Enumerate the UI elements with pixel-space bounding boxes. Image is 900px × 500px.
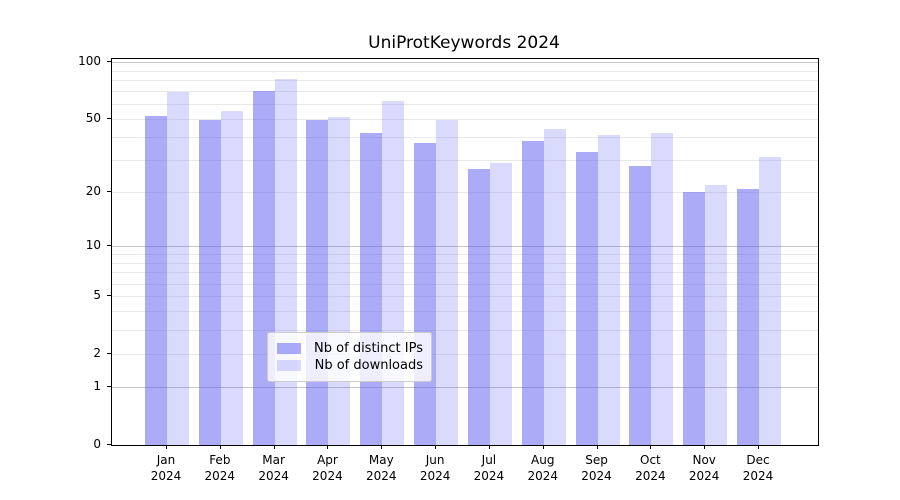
y-tick-label: 10: [85, 238, 101, 252]
x-tick-label: Nov 2024: [688, 453, 720, 484]
bar-distinct-ips: [467, 168, 490, 445]
bar-downloads: [382, 101, 405, 445]
x-tick-mark: [166, 445, 167, 449]
gridline-major: [112, 62, 818, 63]
x-tick-label: Oct 2024: [635, 453, 666, 484]
gridline-minor: [112, 136, 818, 138]
y-tick-mark: [107, 386, 111, 388]
x-tick-mark: [381, 445, 383, 449]
x-tick-label: Jan 2024: [150, 453, 182, 484]
x-tick-label: Mar 2024: [258, 453, 289, 484]
bar-distinct-ips: [683, 192, 706, 445]
bar-distinct-ips: [360, 132, 383, 445]
gridline-minor: [112, 253, 818, 255]
bar-distinct-ips: [575, 152, 598, 445]
x-tick-label: Jun 2024: [419, 453, 451, 484]
y-tick-label: 5: [93, 288, 101, 303]
gridline-minor: [112, 329, 818, 331]
y-tick-label: 1: [93, 379, 101, 394]
bar-distinct-ips: [198, 120, 221, 445]
bar-distinct-ips: [414, 143, 437, 445]
bar-downloads: [597, 134, 620, 445]
gridline-minor: [112, 80, 818, 82]
x-tick-label: Dec 2024: [742, 453, 774, 484]
bar-downloads: [274, 79, 297, 445]
bar-downloads: [759, 157, 782, 445]
x-tick-label: Aug 2024: [527, 453, 558, 484]
bar-distinct-ips: [521, 141, 544, 445]
bar-distinct-ips: [629, 165, 652, 445]
gridline-minor: [112, 160, 818, 162]
bar-downloads: [651, 132, 674, 445]
x-tick-mark: [435, 445, 437, 449]
bar-distinct-ips: [252, 91, 275, 445]
plot-area: [111, 58, 819, 446]
bar-downloads: [328, 117, 351, 445]
gridline-minor: [112, 283, 818, 285]
y-tick-label: 2: [93, 345, 101, 360]
y-tick-mark: [107, 444, 111, 445]
gridline-major: [112, 246, 818, 247]
y-tick-mark: [107, 245, 111, 246]
y-tick-mark: [107, 352, 111, 354]
x-tick-label: Feb 2024: [204, 453, 236, 484]
x-tick-mark: [327, 445, 329, 449]
bar-downloads: [489, 162, 512, 445]
legend-item-downloads: Nb of downloads: [277, 358, 423, 373]
gridline-minor: [112, 262, 818, 264]
y-tick-mark: [107, 295, 111, 297]
y-tick-mark: [107, 117, 111, 119]
gridline-minor: [112, 70, 818, 72]
bar-downloads: [705, 184, 728, 445]
legend-item-ips: Nb of distinct IPs: [277, 341, 423, 356]
gridline-minor: [112, 311, 818, 313]
bar-downloads: [220, 110, 243, 445]
x-tick-label: Jul 2024: [473, 453, 505, 484]
gridline-minor: [112, 296, 818, 298]
gridline-minor: [112, 192, 818, 194]
y-tick-label: 50: [85, 110, 101, 125]
x-tick-mark: [596, 445, 598, 449]
gridline-minor: [112, 272, 818, 274]
gridline-minor: [112, 91, 818, 93]
x-tick-mark: [704, 445, 706, 449]
gridline-minor: [112, 118, 818, 120]
x-tick-mark: [273, 445, 275, 449]
bar-distinct-ips: [145, 115, 167, 445]
gridline-minor: [112, 103, 818, 105]
legend: Nb of distinct IPs Nb of downloads: [267, 332, 432, 382]
y-tick-label: 100: [78, 54, 101, 68]
bar-distinct-ips: [306, 120, 329, 445]
bar-downloads: [167, 92, 189, 445]
x-tick-mark: [650, 445, 652, 449]
x-tick-mark: [542, 445, 544, 449]
x-tick-label: Sep 2024: [581, 453, 612, 484]
legend-swatch-downloads: [277, 360, 301, 371]
x-tick-label: May 2024: [365, 453, 397, 484]
gridline-minor: [112, 353, 818, 355]
chart-title: UniProtKeywords 2024: [368, 33, 560, 53]
y-tick-mark: [107, 191, 111, 193]
y-tick-mark: [107, 61, 111, 62]
legend-swatch-ips: [277, 343, 301, 354]
gridline-major: [112, 387, 818, 389]
bar-downloads: [436, 120, 459, 445]
x-tick-mark: [219, 445, 221, 449]
y-tick-label: 20: [85, 184, 101, 199]
x-tick-mark: [758, 445, 760, 449]
legend-label-ips: Nb of distinct IPs: [314, 341, 423, 356]
x-tick-label: Apr 2024: [312, 453, 343, 484]
bar-distinct-ips: [737, 188, 760, 445]
bar-downloads: [543, 129, 566, 445]
x-tick-mark: [488, 445, 490, 449]
legend-label-downloads: Nb of downloads: [314, 358, 423, 373]
y-tick-label: 0: [93, 437, 101, 451]
